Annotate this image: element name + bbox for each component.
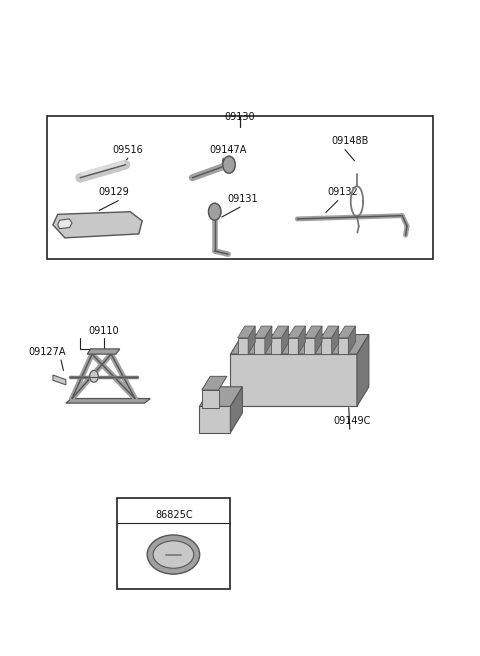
Text: 09110: 09110 — [89, 326, 120, 336]
Polygon shape — [238, 326, 255, 338]
Ellipse shape — [153, 541, 194, 568]
Bar — [47, 115, 433, 259]
Polygon shape — [357, 335, 369, 406]
Polygon shape — [315, 326, 322, 354]
Text: 09130: 09130 — [225, 112, 255, 122]
Text: 09147A: 09147A — [209, 145, 247, 155]
Bar — [230, 354, 357, 406]
Polygon shape — [53, 375, 66, 385]
Text: 09149C: 09149C — [334, 416, 371, 426]
Circle shape — [90, 371, 98, 382]
Polygon shape — [199, 406, 230, 432]
Polygon shape — [87, 349, 120, 354]
Polygon shape — [348, 326, 356, 354]
Text: 86825C: 86825C — [156, 510, 193, 520]
Polygon shape — [332, 326, 339, 354]
Ellipse shape — [147, 535, 200, 574]
Polygon shape — [66, 399, 150, 403]
Bar — [321, 338, 332, 354]
Polygon shape — [53, 212, 142, 238]
Polygon shape — [338, 326, 356, 338]
Polygon shape — [248, 326, 255, 354]
Bar — [338, 338, 348, 354]
Bar — [117, 498, 229, 589]
Polygon shape — [265, 326, 272, 354]
Text: 09127A: 09127A — [28, 348, 65, 358]
Text: 09148B: 09148B — [331, 136, 369, 146]
Polygon shape — [230, 335, 369, 354]
Circle shape — [208, 203, 221, 220]
Circle shape — [223, 156, 235, 173]
Polygon shape — [298, 326, 305, 354]
Polygon shape — [202, 390, 218, 408]
Polygon shape — [321, 326, 339, 338]
Bar — [288, 338, 298, 354]
Bar — [304, 338, 315, 354]
Text: 09129: 09129 — [98, 188, 129, 197]
Text: 09132: 09132 — [327, 188, 358, 197]
Text: 09131: 09131 — [227, 194, 258, 204]
Polygon shape — [58, 219, 72, 229]
Polygon shape — [288, 326, 305, 338]
Polygon shape — [304, 326, 322, 338]
Polygon shape — [202, 377, 227, 390]
Polygon shape — [271, 326, 288, 338]
Polygon shape — [254, 326, 272, 338]
Polygon shape — [199, 387, 242, 406]
Bar — [271, 338, 281, 354]
Bar — [238, 338, 248, 354]
Text: 09516: 09516 — [112, 145, 143, 155]
Bar — [254, 338, 265, 354]
Polygon shape — [281, 326, 288, 354]
Polygon shape — [230, 387, 242, 432]
